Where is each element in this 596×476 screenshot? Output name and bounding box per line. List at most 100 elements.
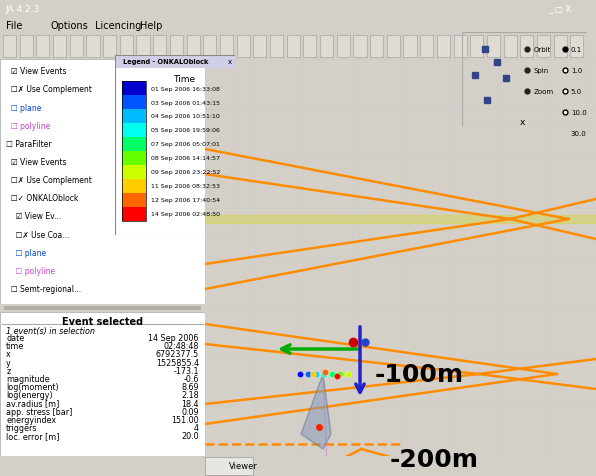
Text: date: date [6, 333, 24, 342]
Text: energyindex: energyindex [6, 415, 56, 424]
Text: x: x [228, 59, 232, 65]
Bar [570, 36, 583, 58]
Text: 1 event(s) in selection: 1 event(s) in selection [6, 327, 95, 336]
Text: z: z [6, 366, 10, 375]
Bar [122, 138, 146, 151]
Text: magnitude: magnitude [6, 374, 50, 383]
Bar [122, 110, 146, 124]
Text: 09 Sep 2006 23:22:52: 09 Sep 2006 23:22:52 [151, 170, 221, 175]
Bar [554, 36, 567, 58]
Text: ☐ plane: ☐ plane [6, 103, 42, 112]
Bar [403, 36, 417, 58]
Text: 01 Sep 2006 16:33:08: 01 Sep 2006 16:33:08 [151, 86, 220, 91]
Text: log(moment): log(moment) [6, 382, 59, 391]
Text: 6792377.5: 6792377.5 [156, 349, 199, 358]
Bar [20, 36, 33, 58]
Bar [70, 36, 83, 58]
Bar [203, 36, 216, 58]
Bar [303, 36, 316, 58]
Bar [387, 36, 400, 58]
Bar [270, 36, 283, 58]
Text: -200m: -200m [390, 447, 479, 471]
Text: ☐✓ ONKALOblock: ☐✓ ONKALOblock [6, 194, 79, 203]
Text: ☑ View Events: ☑ View Events [6, 158, 67, 167]
Text: 0.1: 0.1 [571, 47, 582, 53]
Text: Legend - ONKALOblock: Legend - ONKALOblock [123, 59, 209, 65]
Text: ☐ plane: ☐ plane [6, 248, 46, 257]
Bar [3, 36, 16, 58]
Bar [122, 151, 146, 166]
Text: 18.4: 18.4 [181, 399, 199, 407]
Text: 2.18: 2.18 [181, 390, 199, 399]
Bar [437, 36, 450, 58]
Text: 05 Sep 2006 19:59:06: 05 Sep 2006 19:59:06 [151, 128, 220, 133]
Text: Orbit: Orbit [533, 47, 551, 53]
Text: 12 Sep 2006 17:40:54: 12 Sep 2006 17:40:54 [151, 198, 220, 203]
Text: ☑ View Events: ☑ View Events [6, 67, 67, 76]
Bar [53, 36, 66, 58]
Text: Event selected: Event selected [62, 317, 143, 327]
Text: ☐✗ Use Coa...: ☐✗ Use Coa... [6, 230, 70, 239]
Text: ☐ ParaFilter: ☐ ParaFilter [6, 139, 52, 149]
Bar [170, 36, 183, 58]
Text: 04 Sep 2006 10:51:10: 04 Sep 2006 10:51:10 [151, 114, 220, 119]
Text: ☐✗ Use Complement: ☐✗ Use Complement [6, 176, 92, 185]
Bar [487, 36, 500, 58]
Bar [337, 36, 350, 58]
Bar [122, 166, 146, 179]
Text: 11 Sep 2006 08:32:53: 11 Sep 2006 08:32:53 [151, 184, 220, 189]
Bar [122, 179, 146, 193]
Text: 151.00: 151.00 [171, 415, 199, 424]
Bar [122, 124, 146, 138]
Bar [370, 36, 383, 58]
Bar [4, 307, 201, 310]
Text: 08 Sep 2006 14:14:57: 08 Sep 2006 14:14:57 [151, 156, 220, 161]
Text: Licencing: Licencing [95, 21, 142, 31]
Text: 0.09: 0.09 [181, 407, 199, 416]
Text: 07 Sep 2006 05:07:01: 07 Sep 2006 05:07:01 [151, 142, 220, 147]
Polygon shape [301, 374, 331, 449]
Text: -0.6: -0.6 [184, 374, 199, 383]
Text: time: time [6, 341, 24, 350]
Text: ☐ polyline: ☐ polyline [6, 266, 55, 275]
Text: y: y [6, 358, 11, 367]
Bar [122, 193, 146, 207]
Bar [86, 36, 100, 58]
Text: log(energy): log(energy) [6, 390, 53, 399]
Text: av.radius [m]: av.radius [m] [6, 399, 60, 407]
Text: 14 Sep 2006 02:48:50: 14 Sep 2006 02:48:50 [151, 212, 220, 217]
Text: x: x [519, 118, 524, 127]
Text: Options: Options [51, 21, 88, 31]
Text: Spin: Spin [533, 68, 548, 74]
Bar [220, 36, 233, 58]
Bar [205, 457, 253, 475]
Text: File: File [6, 21, 22, 31]
Bar [122, 207, 146, 221]
Text: 1525855.4: 1525855.4 [156, 358, 199, 367]
Bar [420, 36, 433, 58]
Text: 4: 4 [194, 423, 199, 432]
Text: Time: Time [173, 75, 195, 84]
Bar [205, 216, 596, 224]
Bar [122, 96, 146, 110]
Text: 1.0: 1.0 [571, 68, 582, 74]
Bar [504, 36, 517, 58]
Bar [122, 82, 146, 221]
Bar [187, 36, 200, 58]
Text: Help: Help [140, 21, 163, 31]
Bar [136, 36, 150, 58]
Text: triggers: triggers [6, 423, 38, 432]
Bar [470, 36, 483, 58]
Text: -100m: -100m [375, 362, 464, 386]
Bar [353, 36, 367, 58]
Text: 20.0: 20.0 [181, 431, 199, 440]
Text: loc. error [m]: loc. error [m] [6, 431, 60, 440]
Bar [520, 36, 533, 58]
Bar [115, 56, 235, 69]
Text: 8.69: 8.69 [181, 382, 199, 391]
Bar [122, 82, 146, 96]
Text: Viewer: Viewer [229, 462, 257, 470]
Bar [120, 36, 133, 58]
Text: 5.0: 5.0 [571, 89, 582, 95]
Text: JA 4.2.3: JA 4.2.3 [6, 4, 40, 13]
